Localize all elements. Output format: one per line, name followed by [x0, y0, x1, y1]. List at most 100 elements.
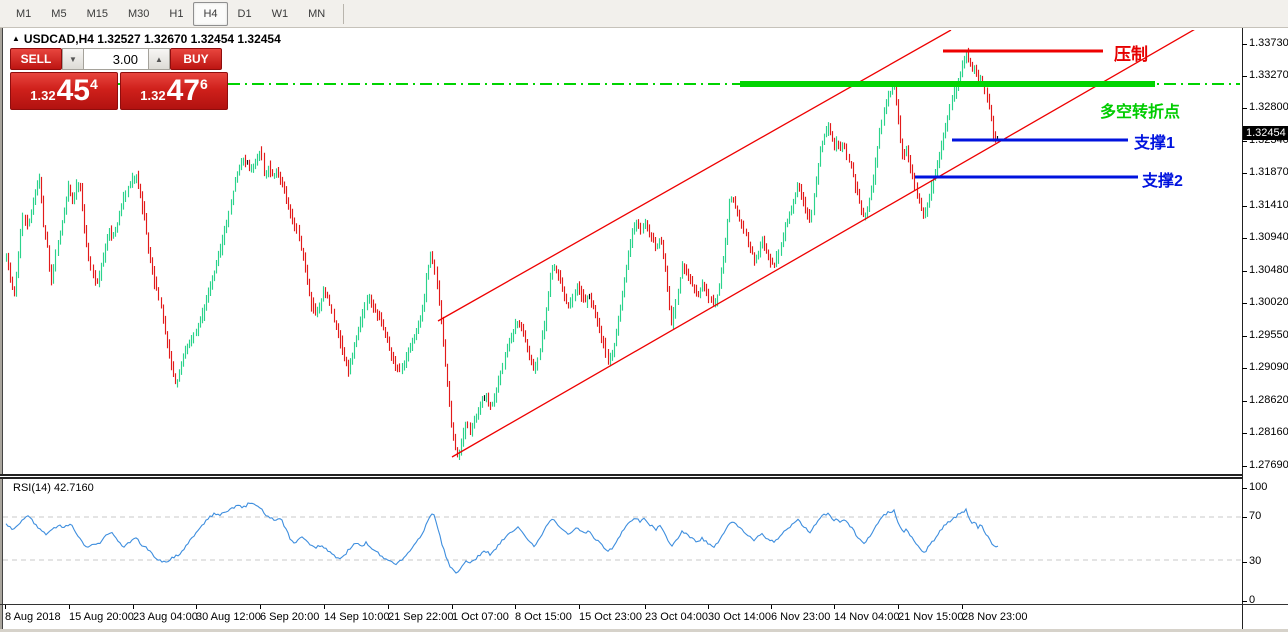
- price-axis-label: 1.30020: [1249, 296, 1288, 308]
- rsi-axis-tick: [1242, 601, 1247, 602]
- time-axis-label: 14 Sep 10:00: [324, 611, 390, 623]
- sell-price-prefix: 1.32: [30, 88, 56, 103]
- rsi-caption: RSI(14) 42.7160: [13, 482, 94, 494]
- price-axis-tick: [1242, 173, 1247, 174]
- trend-channel-upper-line: [437, 30, 952, 322]
- window-left-edge: [0, 28, 2, 629]
- time-axis-tick: [579, 605, 580, 609]
- time-axis-label: 8 Aug 2018: [5, 611, 61, 623]
- time-axis-label: 14 Nov 04:00: [834, 611, 900, 623]
- rsi-indicator-line: [5, 502, 999, 574]
- time-axis-tick: [324, 605, 325, 609]
- time-axis-tick: [133, 605, 134, 609]
- time-axis-label: 28 Nov 23:00: [962, 611, 1028, 623]
- time-axis-label: 15 Oct 23:00: [579, 611, 642, 623]
- toolbar-tf-D1[interactable]: D1: [237, 7, 252, 20]
- toolbar-tf-M15[interactable]: M15: [86, 7, 108, 20]
- time-axis-tick: [645, 605, 646, 609]
- toolbar-tf-H4[interactable]: H4: [193, 1, 228, 26]
- time-axis-label: 15 Aug 20:00: [69, 611, 134, 623]
- price-axis-label: 1.29090: [1249, 361, 1288, 373]
- price-axis-tick: [1242, 433, 1247, 434]
- price-axis-label: 1.31870: [1249, 166, 1288, 178]
- spinner-up-icon: ▲: [155, 54, 163, 64]
- price-axis-label: 1.32800: [1249, 101, 1288, 113]
- price-chart-canvas[interactable]: [0, 28, 1288, 632]
- rsi-axis-tick: [1242, 517, 1247, 518]
- time-axis-label: 21 Nov 15:00: [898, 611, 964, 623]
- toolbar-tf-W1[interactable]: W1: [271, 7, 289, 20]
- one-click-trading-panel: SELL ▼ ▲ BUY 1.32 45 4 1.32 47 6: [10, 48, 228, 110]
- buy-price-big: 47: [166, 74, 200, 107]
- pivot-label: 多空转折点: [1100, 104, 1181, 121]
- time-axis-tick: [515, 605, 516, 609]
- price-axis-label: 1.31410: [1249, 199, 1288, 211]
- price-axis-label: 1.28620: [1249, 394, 1288, 406]
- time-axis-label: 30 Oct 14:00: [708, 611, 771, 623]
- price-axis-tick: [1242, 108, 1247, 109]
- rsi-axis-tick: [1242, 562, 1247, 563]
- price-axis-tick: [1242, 336, 1247, 337]
- support2-label: 支撑2: [1142, 173, 1183, 190]
- sell-button[interactable]: SELL: [10, 48, 62, 70]
- rsi-pane-bottom-border: [0, 604, 1288, 605]
- toolbar-tf-M30[interactable]: M30: [127, 7, 150, 20]
- price-axis-tick: [1242, 44, 1247, 45]
- rsi-axis-label: 100: [1249, 481, 1268, 493]
- time-axis-label: 23 Oct 04:00: [645, 611, 708, 623]
- window-bottom-edge: [0, 629, 1288, 632]
- price-axis-tick: [1242, 368, 1247, 369]
- chart-zone[interactable]: ▲ USDCAD,H4 1.32527 1.32670 1.32454 1.324…: [0, 28, 1288, 632]
- price-axis-tick: [1242, 466, 1247, 467]
- toolbar-tf-MN[interactable]: MN: [308, 7, 326, 20]
- volume-input[interactable]: [84, 48, 148, 70]
- price-axis-tick: [1242, 271, 1247, 272]
- time-axis-tick: [69, 605, 70, 609]
- price-axis-label: 1.33270: [1249, 69, 1288, 81]
- sell-price-box[interactable]: 1.32 45 4: [10, 72, 118, 110]
- price-axis-tick: [1242, 238, 1247, 239]
- time-axis-tick: [898, 605, 899, 609]
- volume-increase-button[interactable]: ▲: [148, 48, 170, 70]
- time-axis-tick: [196, 605, 197, 609]
- time-axis-label: 21 Sep 22:00: [388, 611, 454, 623]
- time-axis-tick: [962, 605, 963, 609]
- spinner-down-icon: ▼: [69, 54, 77, 64]
- candles-doji: [246, 136, 999, 401]
- buy-price-box[interactable]: 1.32 47 6: [120, 72, 228, 110]
- time-axis-tick: [260, 605, 261, 609]
- sell-price-sup: 4: [89, 76, 98, 92]
- price-axis-tick: [1242, 76, 1247, 77]
- volume-decrease-button[interactable]: ▼: [62, 48, 84, 70]
- price-axis-label: 1.27690: [1249, 459, 1288, 471]
- time-axis-label: 6 Sep 20:00: [260, 611, 320, 623]
- toolbar-tf-M5[interactable]: M5: [51, 7, 67, 20]
- time-axis-label: 6 Nov 23:00: [771, 611, 831, 623]
- buy-price-prefix: 1.32: [140, 88, 166, 103]
- candles-up: [5, 50, 982, 460]
- support1-label: 支撑1: [1134, 135, 1175, 152]
- candles-down: [7, 47, 997, 458]
- pane-splitter[interactable]: [0, 474, 1242, 479]
- chart-expand-icon[interactable]: ▲: [12, 34, 20, 43]
- timeframe-toolbar: M1 M5 M15 M30 H1 H4 D1 W1 MN: [0, 0, 1288, 28]
- time-axis-tick: [708, 605, 709, 609]
- toolbar-tf-M1[interactable]: M1: [16, 7, 32, 20]
- time-axis-label: 23 Aug 04:00: [133, 611, 198, 623]
- price-axis-label: 1.30480: [1249, 264, 1288, 276]
- price-axis-tick: [1242, 141, 1247, 142]
- time-axis-label: 8 Oct 15:00: [515, 611, 572, 623]
- time-axis-label: 1 Oct 07:00: [452, 611, 509, 623]
- buy-button[interactable]: BUY: [170, 48, 222, 70]
- chart-symbol-title: ▲ USDCAD,H4 1.32527 1.32670 1.32454 1.324…: [12, 32, 281, 46]
- rsi-axis-label: 70: [1249, 510, 1262, 522]
- price-axis-label: 1.33730: [1249, 37, 1288, 49]
- pane-left-border: [2, 28, 3, 629]
- toolbar-tf-H1[interactable]: H1: [169, 7, 184, 20]
- rsi-axis-label: 30: [1249, 555, 1262, 567]
- price-axis-label: 1.29550: [1249, 329, 1288, 341]
- price-axis-tick: [1242, 303, 1247, 304]
- current-price-badge: 1.32454: [1243, 126, 1288, 140]
- time-axis-tick: [388, 605, 389, 609]
